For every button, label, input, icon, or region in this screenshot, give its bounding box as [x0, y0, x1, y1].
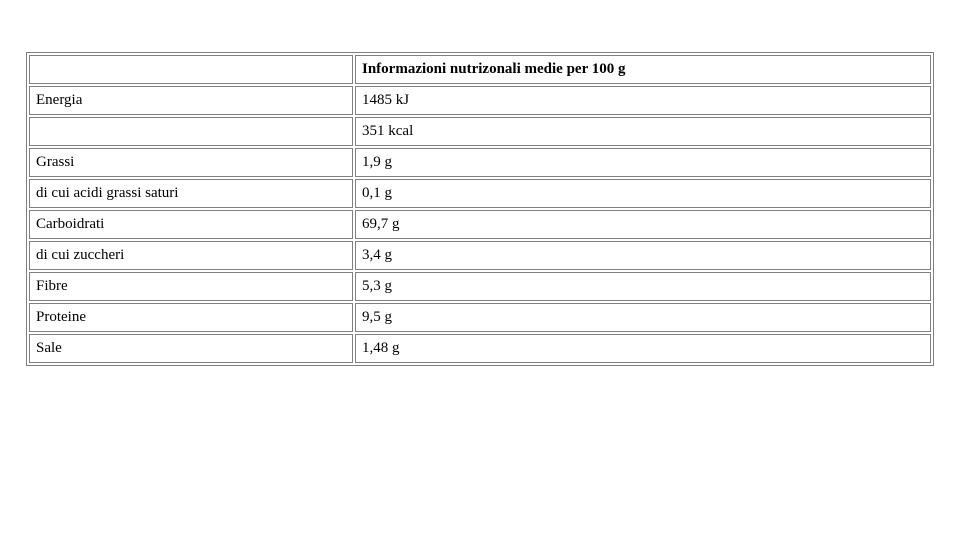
row-label: Grassi	[29, 148, 353, 177]
row-value: 1485 kJ	[355, 86, 931, 115]
row-label	[29, 117, 353, 146]
row-label: Proteine	[29, 303, 353, 332]
table-row: di cui acidi grassi saturi 0,1 g	[29, 179, 931, 208]
row-value: 351 kcal	[355, 117, 931, 146]
row-label: Energia	[29, 86, 353, 115]
row-value: 1,9 g	[355, 148, 931, 177]
header-label-cell	[29, 55, 353, 84]
nutrition-table-page: Informazioni nutrizonali medie per 100 g…	[0, 0, 960, 366]
row-value: 5,3 g	[355, 272, 931, 301]
nutrition-table: Informazioni nutrizonali medie per 100 g…	[26, 52, 934, 366]
table-row: 351 kcal	[29, 117, 931, 146]
table-row: Proteine 9,5 g	[29, 303, 931, 332]
table-row: Energia 1485 kJ	[29, 86, 931, 115]
row-label: di cui acidi grassi saturi	[29, 179, 353, 208]
row-value: 3,4 g	[355, 241, 931, 270]
table-row: Grassi 1,9 g	[29, 148, 931, 177]
table-header-row: Informazioni nutrizonali medie per 100 g	[29, 55, 931, 84]
table-row: di cui zuccheri 3,4 g	[29, 241, 931, 270]
row-label: Carboidrati	[29, 210, 353, 239]
row-value: 69,7 g	[355, 210, 931, 239]
row-value: 0,1 g	[355, 179, 931, 208]
row-label: Sale	[29, 334, 353, 363]
table-row: Carboidrati 69,7 g	[29, 210, 931, 239]
header-value-cell: Informazioni nutrizonali medie per 100 g	[355, 55, 931, 84]
table-row: Sale 1,48 g	[29, 334, 931, 363]
table-row: Fibre 5,3 g	[29, 272, 931, 301]
row-value: 1,48 g	[355, 334, 931, 363]
row-value: 9,5 g	[355, 303, 931, 332]
row-label: di cui zuccheri	[29, 241, 353, 270]
row-label: Fibre	[29, 272, 353, 301]
